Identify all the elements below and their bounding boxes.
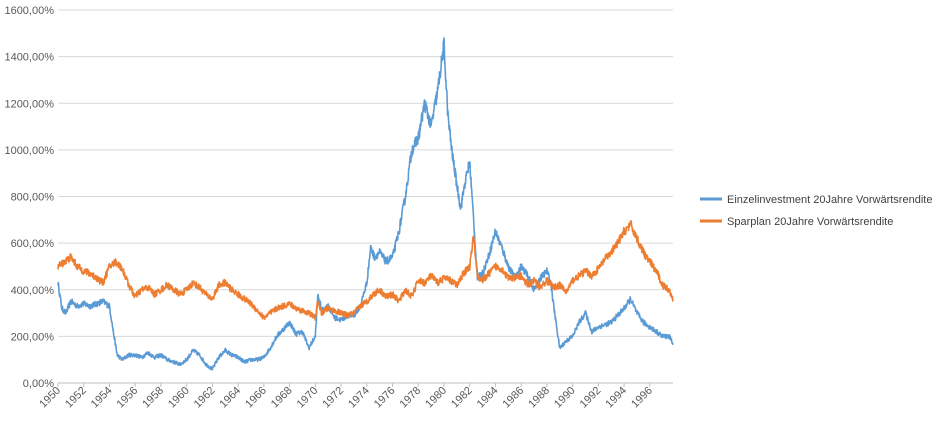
- y-tick-label: 0,00%: [23, 378, 54, 390]
- x-tick-label: 1978: [398, 385, 424, 411]
- x-tick-label: 1952: [63, 385, 89, 411]
- x-tick-label: 1974: [346, 385, 372, 411]
- y-tick-label: 200,00%: [11, 331, 55, 343]
- x-tick-label: 1960: [166, 385, 192, 411]
- gridlines: [58, 9, 673, 384]
- x-tick-label: 1994: [603, 385, 629, 411]
- y-tick-label: 400,00%: [11, 285, 55, 297]
- y-tick-label: 1200,00%: [4, 98, 54, 110]
- y-tick-label: 1000,00%: [4, 145, 54, 157]
- x-tick-label: 1988: [526, 385, 552, 411]
- x-tick-label: 1972: [320, 385, 346, 411]
- x-tick-label: 1984: [475, 385, 501, 411]
- x-tick-label: 1966: [243, 385, 269, 411]
- x-tick-label: 1968: [269, 385, 295, 411]
- y-tick-label: 1400,00%: [4, 52, 54, 64]
- series-line-sparplan: [57, 220, 674, 321]
- x-tick-label: 1982: [449, 385, 475, 411]
- x-tick-label: 1958: [140, 385, 166, 411]
- x-tick-label: 1976: [372, 385, 398, 411]
- y-tick-label: 800,00%: [11, 192, 55, 204]
- x-tick-label: 1986: [501, 385, 527, 411]
- x-tick-label: 1962: [192, 385, 218, 411]
- x-axis-ticks: 1950 1952 1954 1956 1958 1960 1962 1964 1966 1968…: [37, 383, 655, 410]
- legend-label: Sparplan 20Jahre Vorwärtsrendite: [727, 216, 893, 228]
- x-tick-label: 1954: [89, 385, 115, 411]
- x-tick-label: 1964: [217, 385, 243, 411]
- legend-label: Einzelinvestment 20Jahre Vorwärtsrendite: [727, 194, 932, 206]
- x-tick-label: 1980: [423, 385, 449, 411]
- series-lines: [57, 37, 674, 371]
- y-tick-label: 600,00%: [11, 238, 55, 250]
- x-tick-label: 1956: [115, 385, 141, 411]
- x-tick-label: 1996: [629, 385, 655, 411]
- series-line-einzelinvestment: [57, 37, 674, 371]
- y-axis-ticks: 0,00% 200,00% 400,00% 600,00% 800,00% 1000,00…: [4, 5, 54, 390]
- x-tick-label: 1992: [578, 385, 604, 411]
- x-tick-label: 1990: [552, 385, 578, 411]
- legend: Einzelinvestment 20Jahre Vorwärtsrendite…: [700, 194, 932, 228]
- x-tick-label: 1970: [295, 385, 321, 411]
- y-tick-label: 1600,00%: [4, 5, 54, 17]
